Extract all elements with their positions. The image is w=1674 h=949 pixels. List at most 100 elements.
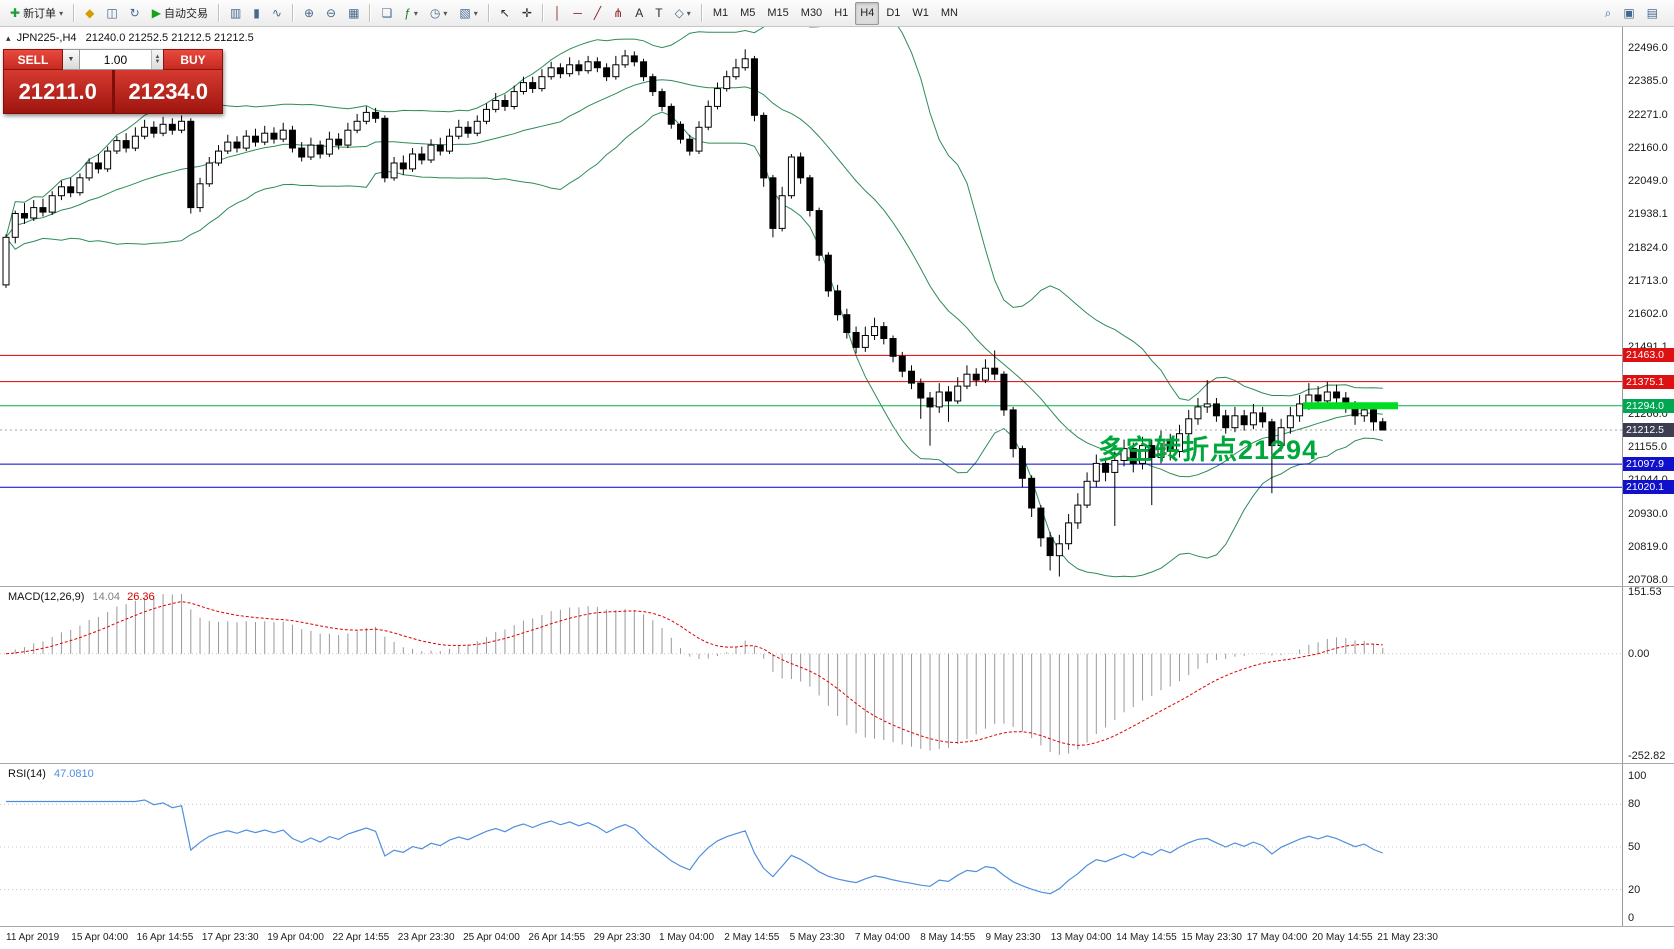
- volume-field: ▲ ▼: [80, 49, 163, 70]
- chart-annotation-text: 多空转折点21294: [1098, 435, 1319, 465]
- timeframe-label: MN: [940, 7, 958, 19]
- market-watch-icon: ◆: [85, 6, 95, 20]
- grid-icon[interactable]: ▦: [343, 2, 364, 25]
- candlestick-chart-icon: ▮: [253, 6, 260, 20]
- line-chart-icon: ∿: [271, 6, 282, 20]
- channel-icon[interactable]: ⋔: [608, 2, 628, 25]
- timeframe-w1-button[interactable]: W1: [907, 2, 934, 25]
- panel-separator: [0, 926, 1674, 927]
- volume-dropdown-button[interactable]: ▼: [63, 49, 80, 70]
- price-level-badge: 21463.0: [1623, 348, 1674, 363]
- price-scale-label: 21824.0: [1628, 242, 1668, 255]
- toolbar-divider: [73, 4, 76, 22]
- timeframe-m5-button[interactable]: M5: [735, 2, 760, 25]
- market-watch-icon[interactable]: ◆: [80, 2, 99, 25]
- timeframe-m30-button[interactable]: M30: [796, 2, 827, 25]
- tile-windows-icon[interactable]: ❏: [376, 2, 397, 25]
- volume-input[interactable]: [80, 50, 151, 69]
- buy-button[interactable]: BUY: [163, 49, 223, 70]
- panel-separator[interactable]: [0, 763, 1674, 764]
- templates-icon[interactable]: ▧ ▾: [454, 2, 482, 25]
- macd-indicator-label: MACD(12,26,9) 14.04 26.36: [8, 591, 155, 603]
- rsi-scale-label: 0: [1628, 912, 1635, 924]
- indicators-icon[interactable]: ƒ ▾: [399, 2, 423, 25]
- crosshair-icon[interactable]: ✛: [517, 2, 537, 25]
- volume-increase-icon[interactable]: ▲: [154, 53, 161, 60]
- cursor-icon[interactable]: ↖: [495, 2, 515, 25]
- window-list-icon: ▤: [1646, 6, 1658, 20]
- cursor-icon: ↖: [499, 6, 510, 20]
- price-scale-label: 22160.0: [1628, 142, 1668, 155]
- refresh-icon[interactable]: ↻: [125, 2, 145, 25]
- caret-down-icon: ▾: [473, 8, 478, 18]
- volume-decrease-icon[interactable]: ▼: [154, 58, 161, 65]
- label-icon[interactable]: T: [650, 2, 667, 25]
- data-window-icon[interactable]: ◫: [101, 2, 122, 25]
- toolbar-divider: [369, 4, 372, 22]
- zoom-in-icon: ⊕: [303, 6, 315, 20]
- vertical-line-icon[interactable]: │: [549, 2, 567, 25]
- new-order-button[interactable]: ✚ 新订单 ▾: [5, 2, 68, 25]
- timeframe-h4-button[interactable]: H4: [855, 1, 880, 25]
- time-label: 23 Apr 23:30: [397, 932, 455, 943]
- rsi-scale-label: 80: [1628, 798, 1641, 811]
- rsi-scale-label: 50: [1628, 841, 1641, 853]
- search-icon[interactable]: ⌕: [1600, 2, 1617, 25]
- time-label: 14 May 14:55: [1116, 932, 1177, 943]
- timeframe-mn-button[interactable]: MN: [936, 2, 963, 25]
- zoom-out-icon: ⊖: [326, 6, 337, 20]
- toolbar-group: ❏ ƒ ▾ ◷ ▾ ▧ ▾: [375, 2, 483, 25]
- macd-scale-label: 0.00: [1628, 647, 1650, 660]
- rsi-axis[interactable]: 100 80 50 20 0: [1623, 764, 1674, 926]
- toolbar-divider: [291, 4, 294, 22]
- horizontal-line-icon[interactable]: ─: [568, 2, 587, 25]
- rsi-indicator-chart[interactable]: [0, 764, 1622, 926]
- sell-button[interactable]: SELL: [3, 49, 63, 70]
- main-toolbar: ✚ 新订单 ▾ ◆ ◫ ↻ ▶ 自动交易 ▥ ▮ ∿ ⊕ ⊖ ▦ ❏ ƒ ▾ ◷ ▾ ▧ ▾ ↖ ✛ │ ─ ╱ ⋔ A T ◇ ▾ M1 M5…: [0, 0, 1674, 27]
- bar-chart-icon[interactable]: ▥: [225, 2, 246, 25]
- periods-icon[interactable]: ◷ ▾: [425, 2, 453, 25]
- rsi-scale-label: 20: [1628, 883, 1641, 896]
- chart-title: ▴ JPN225-,H4 21240.0 21252.5 21212.5 212…: [6, 32, 254, 44]
- shapes-icon[interactable]: ◇ ▾: [670, 2, 696, 25]
- time-label: 22 Apr 14:55: [332, 932, 390, 943]
- price-level-badge: 21097.9: [1623, 457, 1674, 472]
- zoom-in-icon[interactable]: ⊕: [299, 2, 319, 25]
- sell-price-display[interactable]: 21211.0: [3, 70, 113, 114]
- panel-separator[interactable]: [0, 586, 1674, 587]
- price-scale-label: 22271.0: [1628, 109, 1668, 122]
- channel-icon: ⋔: [613, 6, 624, 20]
- timeframe-d1-button[interactable]: D1: [881, 2, 905, 25]
- timeframe-label: H1: [834, 7, 849, 19]
- zoom-out-icon[interactable]: ⊖: [321, 2, 341, 25]
- buy-price-display[interactable]: 21234.0: [113, 70, 223, 114]
- time-label: 2 May 14:55: [724, 932, 780, 943]
- caret-down-icon: ▾: [413, 8, 418, 18]
- candlestick-chart[interactable]: [0, 27, 1622, 586]
- price-scale-label: 21155.0: [1628, 441, 1667, 454]
- toolbar-divider: [700, 4, 703, 22]
- macd-axis[interactable]: 151.53 0.00 -252.82: [1623, 586, 1674, 763]
- timeframe-label: M5: [740, 7, 756, 19]
- timeframe-h1-button[interactable]: H1: [829, 2, 853, 25]
- toolbar-group: │ ─ ╱ ⋔ A T ◇ ▾: [548, 2, 697, 25]
- price-scale-label: 20930.0: [1628, 508, 1668, 520]
- window-list-icon[interactable]: ▤: [1642, 2, 1663, 25]
- time-label: 9 May 23:30: [985, 932, 1041, 943]
- new-window-icon[interactable]: ▣: [1618, 2, 1639, 25]
- new-order-icon: ✚: [10, 6, 21, 20]
- macd-indicator-chart[interactable]: [0, 587, 1622, 763]
- line-chart-icon[interactable]: ∿: [267, 2, 287, 25]
- text-icon[interactable]: A: [630, 2, 648, 25]
- timeframe-m15-button[interactable]: M15: [762, 2, 793, 25]
- chart-ohlc-values: 21240.0 21252.5 21212.5 21212.5: [85, 32, 254, 44]
- one-click-collapse-icon[interactable]: ▴: [6, 33, 11, 43]
- timeframe-m1-button[interactable]: M1: [708, 2, 733, 25]
- caret-down-icon: ▾: [443, 8, 448, 18]
- candlestick-chart-icon[interactable]: ▮: [248, 2, 265, 25]
- autotrading-button[interactable]: ▶ 自动交易: [147, 2, 213, 25]
- price-axis[interactable]: 22496.0 22385.0 22271.0 22160.0 22049.0 21938…: [1623, 27, 1674, 586]
- time-label: 26 Apr 14:55: [528, 932, 586, 943]
- trendline-icon[interactable]: ╱: [589, 2, 606, 25]
- time-axis[interactable]: 11 Apr 2019 15 Apr 04:00 16 Apr 14:55 17 Ap…: [0, 927, 1622, 949]
